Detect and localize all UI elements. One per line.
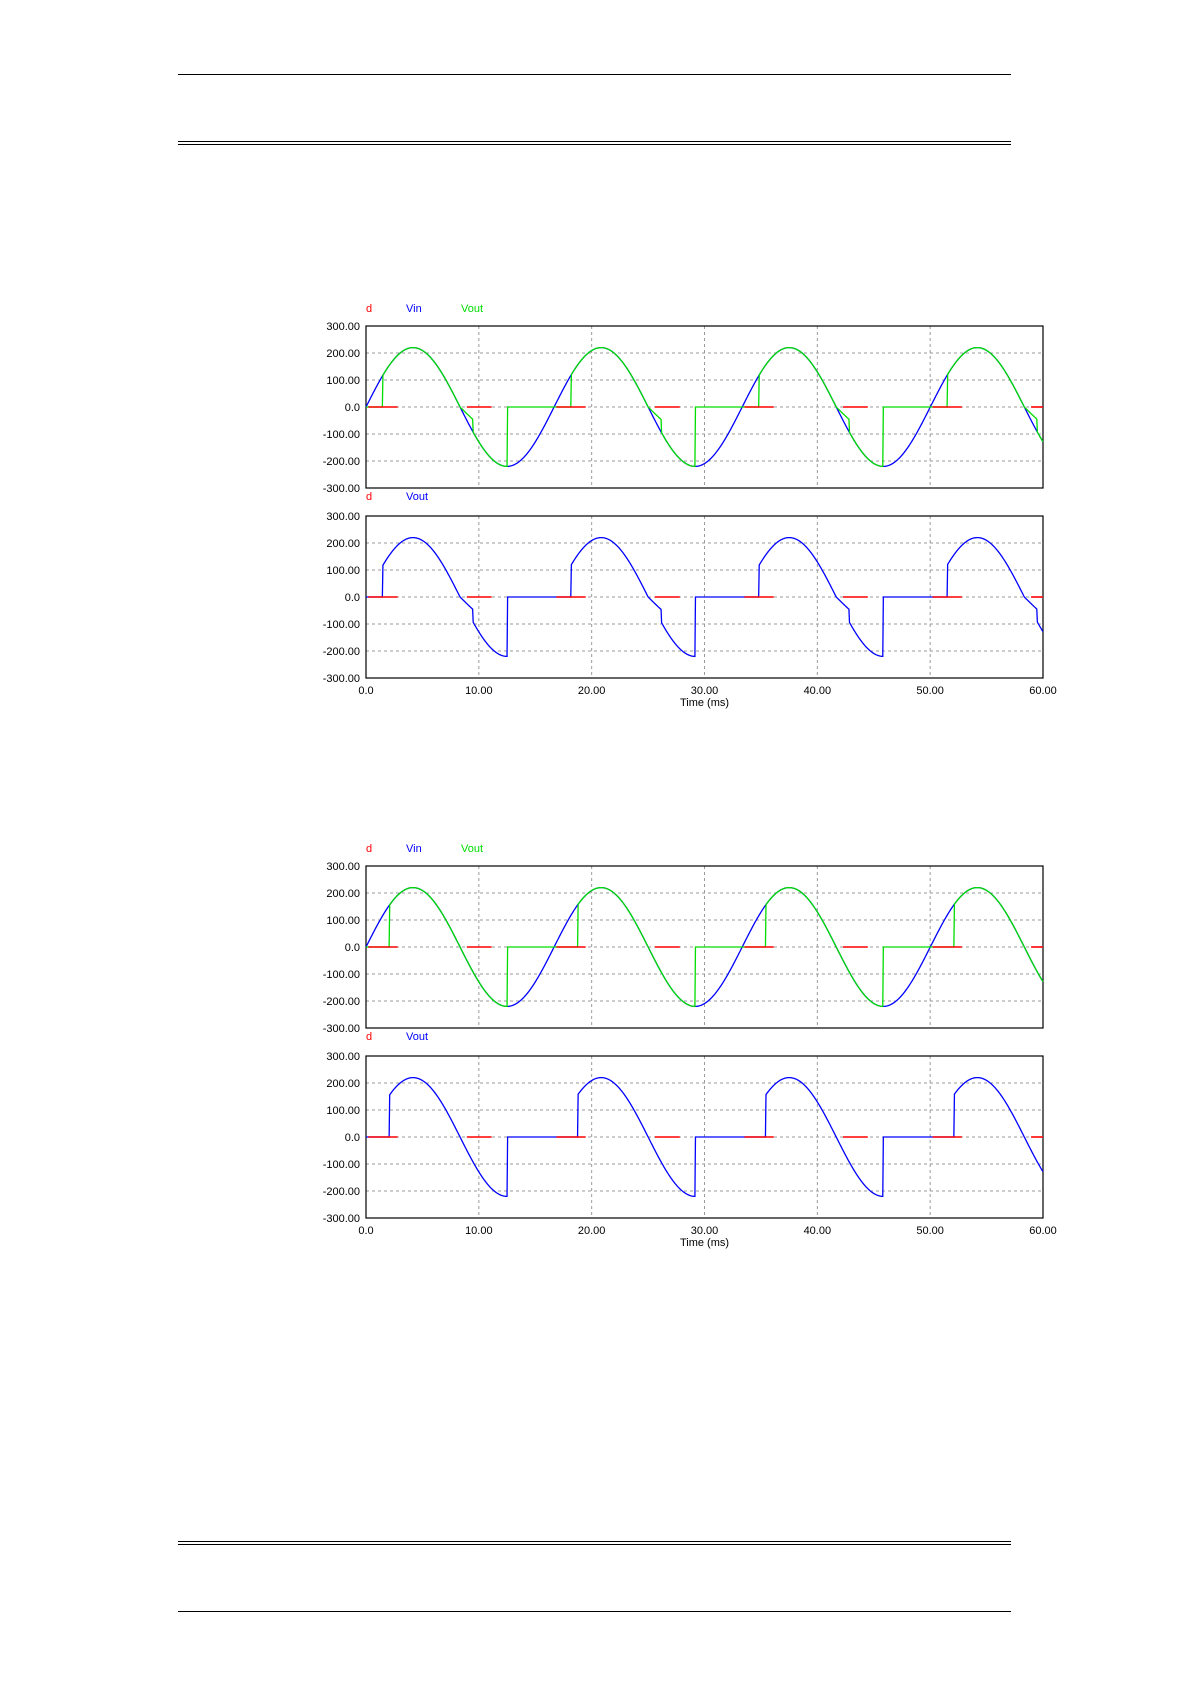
legend-vout: Vout	[406, 1031, 428, 1043]
legend-d: d	[366, 843, 372, 855]
series-vout	[366, 346, 1044, 468]
y-tick-label: 100.00	[326, 565, 360, 577]
y-tick-label: -300.00	[323, 1213, 360, 1225]
y-tick-label: 300.00	[326, 861, 360, 873]
x-tick-label: 60.00	[1029, 1225, 1057, 1237]
series-vout	[366, 1076, 1044, 1198]
y-tick-label: 0.0	[345, 942, 360, 954]
legend-d: d	[366, 1031, 372, 1043]
figure-2-svg: d Vin Vout 300.00 200.00 100.00 0.0 -100.00 -200…	[323, 843, 1057, 1249]
figure-1-panel-2: d Vout 300.00 200.00 100.00 0.0 -100.00 -200.00…	[323, 491, 1057, 709]
figure-2-panel-2: d Vout 300.00 200.00 100.00 0.0 -100.00 -200.00…	[323, 1031, 1057, 1249]
x-tick-label: 10.00	[465, 1225, 493, 1237]
x-tick-label: 30.00	[691, 685, 719, 697]
x-tick-label: 50.00	[916, 1225, 944, 1237]
legend-vout: Vout	[461, 843, 483, 855]
y-tick-label: 300.00	[326, 321, 360, 333]
y-tick-label: -300.00	[323, 483, 360, 495]
x-axis-label: Time (ms)	[680, 1237, 729, 1249]
figure-1-svg: d Vin Vout 300.00 200.00 100.00 0.0 -100.00 -200…	[323, 303, 1057, 709]
figure-2: d Vin Vout 300.00 200.00 100.00 0.0 -100.00 -200…	[300, 840, 1060, 1270]
legend-d: d	[366, 303, 372, 315]
y-tick-label: -100.00	[323, 619, 360, 631]
x-tick-label: 20.00	[578, 1225, 606, 1237]
y-tick-label: -200.00	[323, 456, 360, 468]
legend-vin: Vin	[406, 843, 422, 855]
series-vout	[366, 536, 1044, 658]
legend-vout: Vout	[461, 303, 483, 315]
y-tick-label: 200.00	[326, 888, 360, 900]
y-tick-label: -200.00	[323, 1186, 360, 1198]
x-tick-label: 10.00	[465, 685, 493, 697]
series-vout	[366, 886, 1044, 1008]
x-tick-label: 50.00	[916, 685, 944, 697]
x-axis-label: Time (ms)	[680, 697, 729, 709]
figure-1-panel-1: d Vin Vout 300.00 200.00 100.00 0.0 -100.00 -200…	[323, 303, 1044, 495]
legend-vin: Vin	[406, 303, 422, 315]
y-tick-label: 100.00	[326, 915, 360, 927]
y-tick-label: -200.00	[323, 996, 360, 1008]
y-tick-label: -300.00	[323, 673, 360, 685]
x-tick-label: 20.00	[578, 685, 606, 697]
y-tick-label: -300.00	[323, 1023, 360, 1035]
y-tick-label: 200.00	[326, 538, 360, 550]
footer-rule-top	[178, 1541, 1011, 1545]
y-tick-label: -200.00	[323, 646, 360, 658]
x-tick-label: 60.00	[1029, 685, 1057, 697]
figure-2-panel-1: d Vin Vout 300.00 200.00 100.00 0.0 -100.00 -200…	[323, 843, 1044, 1035]
y-tick-label: 0.0	[345, 1132, 360, 1144]
x-tick-label: 40.00	[804, 1225, 832, 1237]
legend-d: d	[366, 491, 372, 503]
x-tick-label: 30.00	[691, 1225, 719, 1237]
y-tick-label: -100.00	[323, 969, 360, 981]
y-tick-label: 100.00	[326, 375, 360, 387]
y-tick-label: 100.00	[326, 1105, 360, 1117]
header-rule-bottom	[178, 141, 1011, 145]
header-rule-top	[178, 74, 1011, 75]
y-tick-label: 0.0	[345, 592, 360, 604]
y-tick-label: 200.00	[326, 1078, 360, 1090]
x-tick-label: 0.0	[358, 685, 373, 697]
y-tick-label: -100.00	[323, 1159, 360, 1171]
x-tick-label: 40.00	[804, 685, 832, 697]
footer-rule-bottom	[178, 1611, 1011, 1612]
y-tick-label: 300.00	[326, 1051, 360, 1063]
y-tick-label: 200.00	[326, 348, 360, 360]
x-tick-label: 0.0	[358, 1225, 373, 1237]
y-tick-label: 300.00	[326, 511, 360, 523]
figure-1: d Vin Vout 300.00 200.00 100.00 0.0 -100.00 -200…	[300, 300, 1060, 730]
y-tick-label: 0.0	[345, 402, 360, 414]
legend-vout: Vout	[406, 491, 428, 503]
y-tick-label: -100.00	[323, 429, 360, 441]
